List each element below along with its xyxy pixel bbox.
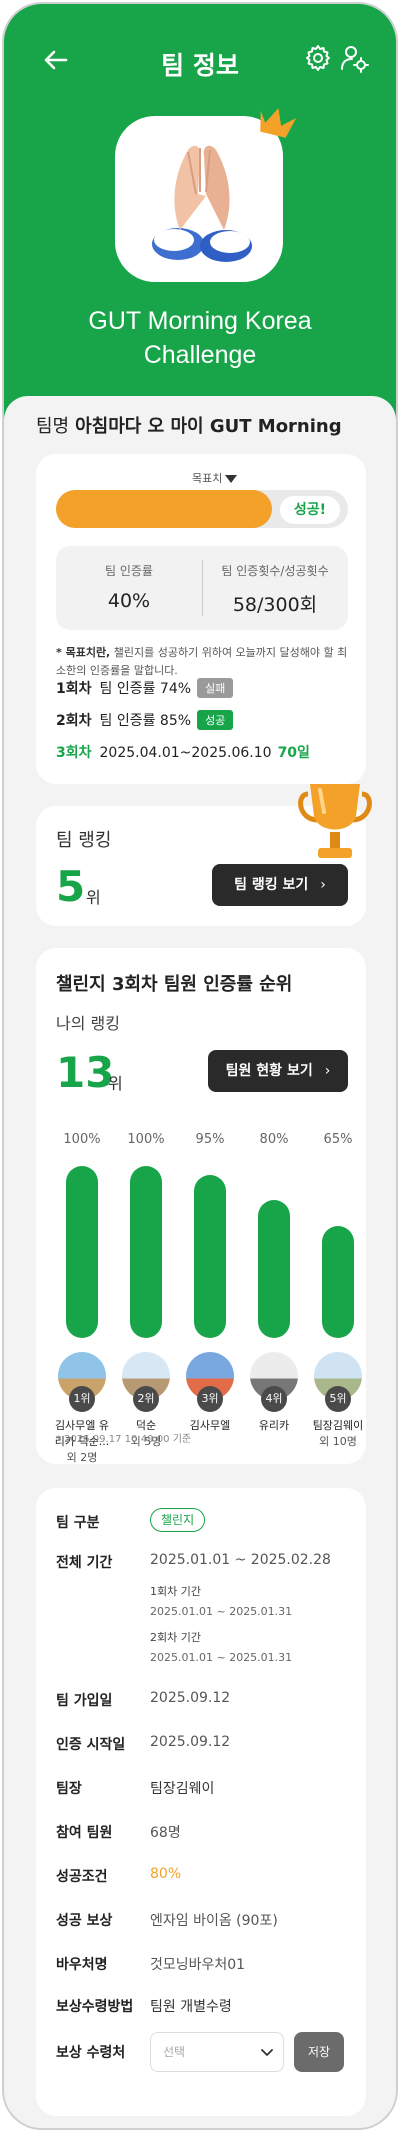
top-bar: 팀 정보: [4, 34, 396, 84]
challenge-name: GUT Morning Korea Challenge: [88, 307, 312, 369]
round-2-row: 2회차 팀 인증률 85% 성공: [56, 710, 234, 730]
voucher-value: 것모닝바우처01: [150, 1957, 246, 1973]
member-status-button[interactable]: 팀원 현황 보기 ›: [208, 1050, 348, 1092]
team-ranking-title: 팀 랭킹: [56, 830, 112, 851]
member-name: 김사무엘 유리카 덕순... 외 2명: [54, 1419, 110, 1464]
rank-badge: 1위: [69, 1386, 95, 1412]
bar-value-label: 95%: [195, 1132, 225, 1147]
member-rate-bar: [322, 1226, 354, 1338]
target-note: * 목표치란, 챌린지를 성공하기 위하여 오늘까지 달성해야 할 최소한의 인…: [56, 646, 348, 677]
triangle-down-icon: [225, 475, 238, 483]
reward-value: 엔자임 바이옴 (90포): [150, 1913, 278, 1929]
stats-box: 팀 인증률 40% 팀 인증횟수/성공횟수 58/300회: [56, 546, 348, 630]
team-name-value: 아침마다 오 마이 GUT Morning: [75, 416, 342, 437]
join-date-label: 팀 가입일: [56, 1693, 113, 1709]
condition-label: 성공조건: [56, 1869, 108, 1885]
content-sheet: 팀명 아침마다 오 마이 GUT Morning 목표치 성공! 팀 인증률 40…: [4, 396, 396, 2128]
rank-badge: 2위: [133, 1386, 159, 1412]
team-name-label: 팀명: [36, 416, 70, 437]
team-rank-unit: 위: [86, 888, 101, 907]
progress-fill: [56, 490, 272, 528]
receive-method-value: 팀원 개별수령: [150, 1999, 232, 2015]
member-ranking-card: 챌린지 3회차 팀원 인증률 순위 나의 랭킹 13 위 팀원 현황 보기 › 1…: [36, 948, 366, 1464]
success-tag: 성공: [197, 710, 234, 730]
round-2-period: 2회차 기간 2025.01.01 ~ 2025.01.31: [150, 1631, 293, 1664]
team-name-row: 팀명 아침마다 오 마이 GUT Morning: [36, 412, 342, 438]
condition-value: 80%: [150, 1866, 182, 1882]
team-info-card: 팀 구분 챌린지 전체 기간 2025.01.01 ~ 2025.02.28 1…: [36, 1488, 366, 2116]
receive-place-select[interactable]: 선택: [150, 2032, 284, 2072]
receive-place-label: 보상 수령처: [56, 2045, 126, 2061]
reward-label: 성공 보상: [56, 1913, 113, 1929]
members-count-label: 참여 팀원: [56, 1825, 113, 1841]
page-title: 팀 정보: [161, 51, 239, 80]
stat-value-count: 58/300회: [232, 594, 318, 616]
member-rate-bar: [66, 1166, 98, 1338]
bar-value-label: 100%: [127, 1132, 165, 1147]
leader-label: 팀장: [56, 1781, 82, 1797]
my-rank-unit: 위: [108, 1074, 123, 1093]
arrow-left-icon: [44, 50, 68, 70]
my-rank-number: 13: [56, 1048, 115, 1097]
stat-value-rate: 40%: [107, 590, 151, 612]
bar-value-label: 65%: [323, 1132, 353, 1147]
member-name: 김사무엘: [189, 1419, 231, 1432]
join-date-value: 2025.09.12: [150, 1690, 231, 1706]
members-count-value: 68명: [150, 1825, 181, 1841]
gear-icon: [306, 45, 330, 71]
period-value: 2025.01.01 ~ 2025.02.28: [150, 1552, 331, 1568]
round-1-row: 1회차 팀 인증률 74% 실패: [56, 678, 234, 698]
stats-divider: [202, 560, 203, 616]
team-rank-number: 5: [56, 862, 86, 911]
voucher-label: 바우처명: [56, 1957, 108, 1973]
bar-value-label: 100%: [63, 1132, 101, 1147]
member-ranking-title: 챌린지 3회차 팀원 인증률 순위: [56, 974, 293, 995]
chevron-down-icon: [261, 2049, 273, 2056]
rank-badge: 3위: [197, 1386, 223, 1412]
rank-badge: 4위: [261, 1386, 287, 1412]
team-type-tag: 챌린지: [150, 1508, 206, 1532]
start-date-label: 인증 시작일: [56, 1737, 126, 1753]
member-rate-bar: [258, 1200, 290, 1338]
settings-button[interactable]: [302, 42, 334, 74]
member-rate-bar: [130, 1166, 162, 1338]
team-logo: [115, 116, 283, 282]
success-badge: 성공!: [280, 496, 340, 524]
member-rate-bar: [194, 1175, 226, 1338]
round-3-row: 3회차 2025.04.01~2025.06.10 70일: [56, 745, 310, 761]
trophy-icon: [298, 784, 372, 858]
leader-value: 팀장김웨이: [150, 1781, 215, 1797]
back-button[interactable]: [38, 42, 74, 78]
hero-header: 팀 정보: [4, 4, 396, 419]
stat-label-count: 팀 인증횟수/성공횟수: [221, 564, 329, 578]
team-ranking-card: 팀 랭킹 5 위 팀 랭킹 보기 ›: [36, 784, 372, 926]
target-label: 목표치: [192, 472, 223, 485]
user-gear-icon: [341, 46, 369, 73]
update-footnote: * 2025.09.17 10:49:00 기준: [56, 1434, 192, 1445]
chevron-right-icon: ›: [320, 877, 326, 893]
progress-card: 목표치 성공! 팀 인증률 40% 팀 인증횟수/성공횟수 58/300회 * …: [36, 454, 366, 784]
member-settings-button[interactable]: [338, 42, 370, 74]
period-label: 전체 기간: [56, 1555, 113, 1571]
member-name: 덕순 외 5명: [130, 1419, 162, 1448]
member-name: 유리카: [258, 1419, 290, 1432]
team-ranking-button[interactable]: 팀 랭킹 보기 ›: [212, 864, 348, 906]
stat-label-rate: 팀 인증률: [105, 564, 153, 578]
start-date-value: 2025.09.12: [150, 1734, 231, 1750]
my-rank-label: 나의 랭킹: [56, 1014, 120, 1033]
save-button[interactable]: 저장: [294, 2032, 344, 2072]
round-1-period: 1회차 기간 2025.01.01 ~ 2025.01.31: [150, 1585, 293, 1618]
member-name: 팀장김웨이 외 10명: [312, 1419, 364, 1448]
fail-tag: 실패: [197, 678, 234, 698]
rank-badge: 5위: [325, 1386, 351, 1412]
progress-bar: 성공!: [56, 490, 348, 528]
receive-method-label: 보상수령방법: [56, 1999, 134, 2015]
team-type-label: 팀 구분: [56, 1515, 100, 1531]
high-five-icon: [152, 145, 252, 262]
bar-value-label: 80%: [259, 1132, 289, 1147]
chevron-right-icon: ›: [324, 1063, 331, 1079]
target-marker: 목표치: [192, 470, 238, 486]
crown-icon: [260, 108, 297, 138]
